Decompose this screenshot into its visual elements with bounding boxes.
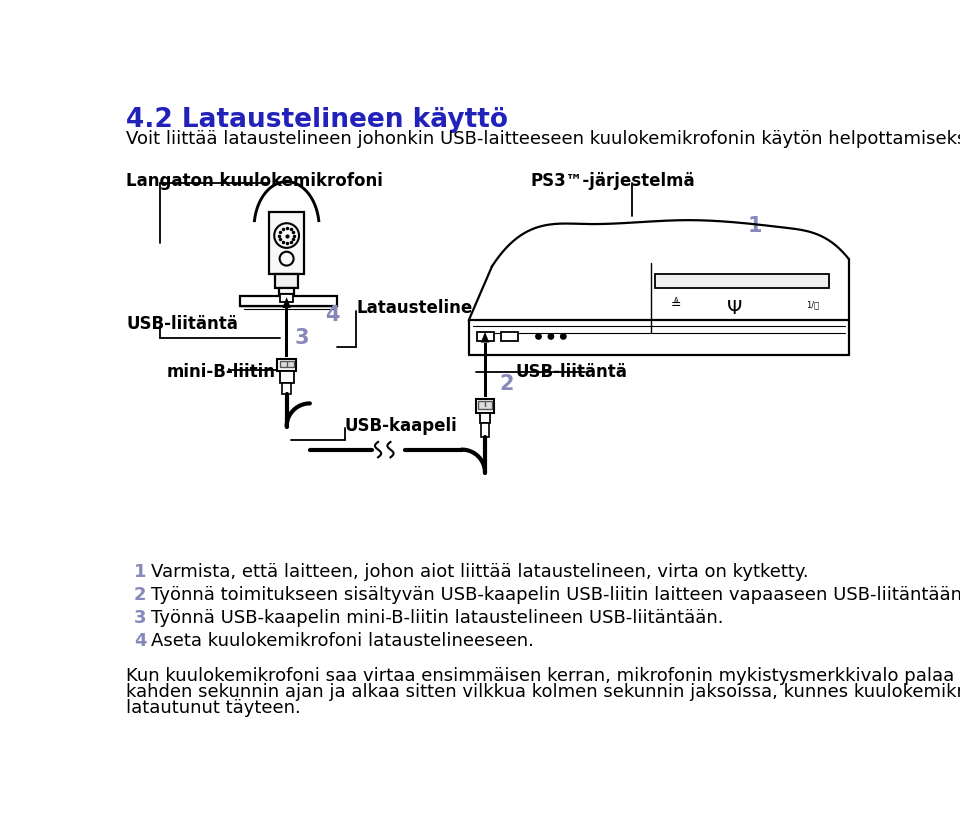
Text: Kun kuulokemikrofoni saa virtaa ensimmäisen kerran, mikrofonin mykistysmerkkival: Kun kuulokemikrofoni saa virtaa ensimmäi… — [126, 667, 960, 685]
Text: 4: 4 — [325, 305, 340, 325]
Text: 4: 4 — [134, 632, 147, 650]
Polygon shape — [282, 297, 291, 308]
Text: Ψ: Ψ — [727, 299, 742, 318]
Bar — [484, 343, 487, 397]
Text: 2: 2 — [499, 374, 514, 394]
Text: 4.2 Lataustelineen käyttö: 4.2 Lataustelineen käyttö — [126, 107, 508, 133]
Bar — [279, 361, 294, 367]
Bar — [280, 294, 293, 302]
Bar — [279, 371, 294, 383]
Text: ≜: ≜ — [670, 298, 681, 312]
Text: Aseta kuulokemikrofoni lataustelineeseen.: Aseta kuulokemikrofoni lataustelineeseen… — [151, 632, 534, 650]
Bar — [275, 274, 299, 288]
Bar — [278, 288, 295, 294]
Text: latautunut täyteen.: latautunut täyteen. — [126, 699, 300, 717]
Text: mini-B-liitin: mini-B-liitin — [166, 363, 276, 381]
Text: 2: 2 — [134, 586, 147, 604]
Text: Latausteline: Latausteline — [356, 300, 472, 318]
Text: Varmista, että laitteen, johon aiot liittää lataustelineen, virta on kytketty.: Varmista, että laitteen, johon aiot liit… — [151, 563, 808, 580]
Bar — [476, 332, 493, 341]
Text: PS3™-järjestelmä: PS3™-järjestelmä — [531, 171, 695, 190]
Text: USB-kaapeli: USB-kaapeli — [345, 417, 458, 435]
Bar — [277, 359, 296, 371]
Bar — [481, 423, 489, 438]
Bar — [285, 308, 288, 357]
Bar — [269, 213, 304, 274]
Bar — [478, 401, 492, 409]
Circle shape — [536, 333, 541, 339]
Bar — [282, 383, 291, 394]
Text: 3: 3 — [134, 609, 147, 627]
Text: 1: 1 — [134, 563, 147, 580]
Polygon shape — [481, 332, 490, 343]
Bar — [501, 332, 518, 341]
Circle shape — [561, 333, 566, 339]
Text: 1/⏻: 1/⏻ — [805, 301, 819, 309]
Bar — [480, 412, 491, 423]
Bar — [655, 274, 829, 288]
Circle shape — [548, 333, 554, 339]
Text: Työnnä toimitukseen sisältyvän USB-kaapelin USB-liitin laitteen vapaaseen USB-li: Työnnä toimitukseen sisältyvän USB-kaape… — [151, 586, 960, 604]
Text: USB-liitäntä: USB-liitäntä — [516, 363, 627, 381]
Text: Langaton kuulokemikrofoni: Langaton kuulokemikrofoni — [126, 171, 383, 190]
Bar — [476, 399, 494, 412]
Text: USB-liitäntä: USB-liitäntä — [126, 315, 238, 333]
Text: 1: 1 — [748, 216, 762, 236]
Text: 3: 3 — [295, 328, 309, 348]
Bar — [240, 296, 337, 307]
Text: Voit liittää lataustelineen johonkin USB-laitteeseen kuulokemikrofonin käytön he: Voit liittää lataustelineen johonkin USB… — [126, 130, 960, 148]
Text: Työnnä USB-kaapelin mini-B-liitin lataustelineen USB-liitäntään.: Työnnä USB-kaapelin mini-B-liitin lataus… — [151, 609, 724, 627]
Text: kahden sekunnin ajan ja alkaa sitten vilkkua kolmen sekunnin jaksoissa, kunnes k: kahden sekunnin ajan ja alkaa sitten vil… — [126, 683, 960, 701]
